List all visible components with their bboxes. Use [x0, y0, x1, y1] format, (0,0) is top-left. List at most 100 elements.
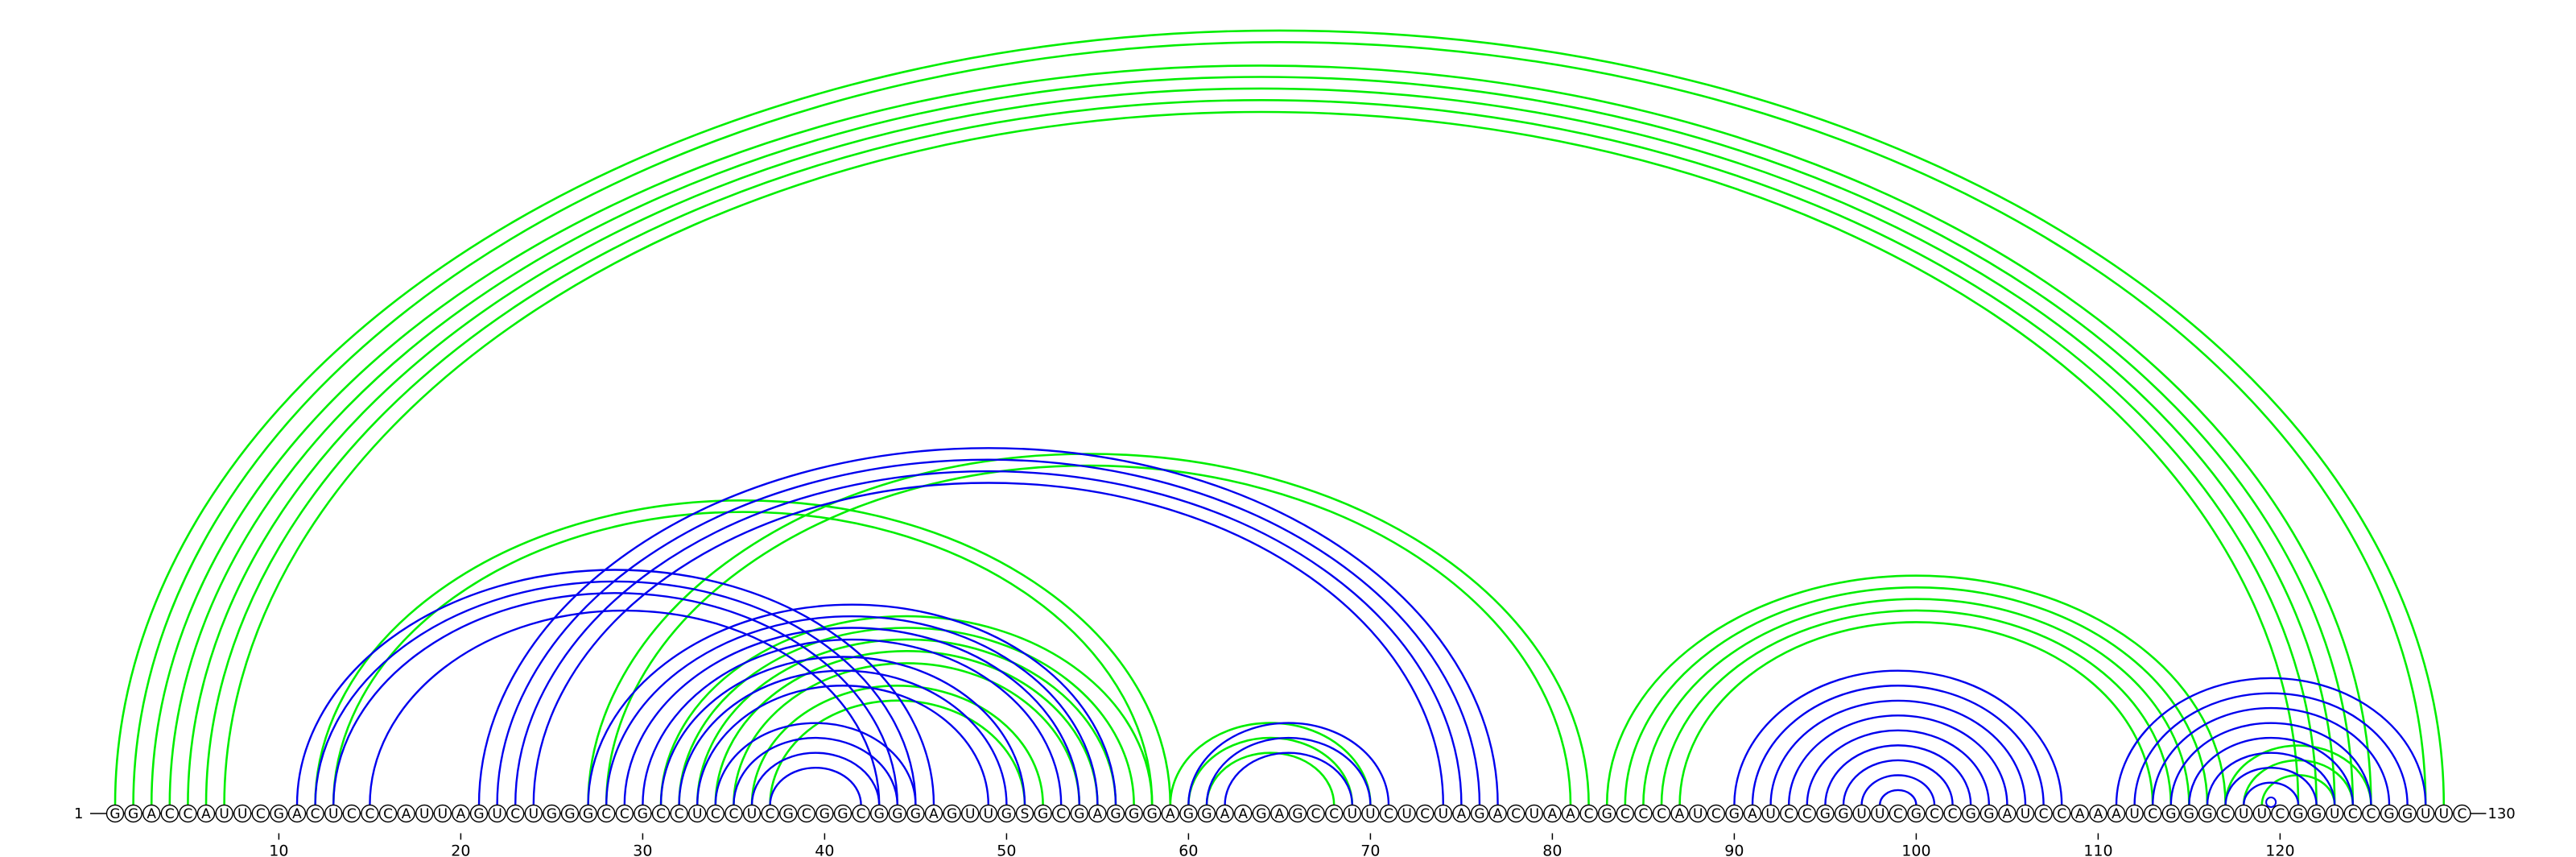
- nucleotide: C: [1925, 804, 1944, 823]
- tick-label: 40: [815, 843, 834, 857]
- base-pair-arc: [1642, 598, 2190, 805]
- svg-text:C: C: [1620, 806, 1630, 822]
- svg-text:G: G: [2202, 806, 2212, 822]
- base-pair-arc: [2224, 767, 2318, 805]
- nucleotide: G: [2398, 804, 2417, 823]
- base-pair-arc: [733, 662, 1081, 805]
- nucleotide: C: [2343, 804, 2363, 823]
- svg-text:C: C: [2366, 806, 2376, 822]
- base-pair-arc: [204, 99, 2318, 805]
- svg-text:C: C: [601, 806, 611, 822]
- nucleotide: C: [361, 804, 379, 823]
- svg-text:G: G: [638, 806, 648, 822]
- nucleotide: A: [1488, 804, 1507, 823]
- svg-text:A: A: [929, 806, 939, 822]
- nucleotide: G: [1106, 804, 1125, 823]
- svg-text:C: C: [729, 806, 738, 822]
- base-pair-arc: [696, 638, 1117, 805]
- base-pair-arc: [114, 29, 2446, 805]
- nucleotide: C: [2143, 804, 2162, 823]
- nucleotide: U: [324, 804, 343, 823]
- tick-label: 30: [633, 843, 652, 857]
- svg-text:C: C: [656, 806, 666, 822]
- svg-text:G: G: [1147, 806, 1158, 822]
- base-pair-arc: [496, 458, 1481, 805]
- nucleotide: U: [1870, 804, 1889, 823]
- base-pair-arc: [769, 767, 862, 805]
- nucleotide: A: [142, 804, 161, 823]
- start-position-label: 1: [74, 805, 83, 822]
- svg-text:U: U: [1402, 806, 1411, 822]
- nucleotide: C: [615, 804, 634, 823]
- svg-text:U: U: [1693, 806, 1703, 822]
- base-pair-arc: [332, 511, 1154, 805]
- nucleotide: G: [1725, 804, 1744, 823]
- nucleotide: G: [815, 804, 834, 823]
- svg-text:A: A: [2003, 806, 2013, 822]
- nucleotide: C: [251, 804, 270, 823]
- nucleotide: A: [287, 804, 307, 823]
- nucleotide: U: [2252, 804, 2272, 823]
- nucleotide: U: [1434, 804, 1453, 823]
- nucleotide: C: [306, 804, 324, 823]
- nucleotide: A: [1543, 804, 1562, 823]
- nucleotide: C: [1634, 804, 1653, 823]
- base-pair-arc: [369, 609, 881, 805]
- nucleotide: G: [105, 804, 125, 823]
- nucleotide: U: [2125, 804, 2144, 823]
- base-pair-loop: [2265, 797, 2277, 808]
- svg-text:G: G: [1256, 806, 1266, 822]
- nucleotide: C: [1051, 804, 1071, 823]
- base-pair-arc: [1624, 586, 2209, 805]
- nucleotide: G: [2307, 804, 2326, 823]
- svg-text:U: U: [2330, 806, 2339, 822]
- base-pair-arc: [659, 615, 1154, 805]
- nucleotide: U: [488, 804, 506, 823]
- base-pair-arc: [132, 41, 2427, 805]
- nucleotide: C: [1889, 804, 1908, 823]
- svg-text:C: C: [1420, 806, 1430, 822]
- svg-text:A: A: [1675, 806, 1685, 822]
- tick-label: 50: [997, 843, 1016, 857]
- svg-text:C: C: [2275, 806, 2285, 822]
- svg-text:C: C: [1638, 806, 1648, 822]
- nucleotide: C: [670, 804, 688, 823]
- svg-text:G: G: [837, 806, 848, 822]
- svg-text:U: U: [747, 806, 757, 822]
- nucleotide: C: [2362, 804, 2380, 823]
- nucleotide: C: [1779, 804, 1798, 823]
- base-pair-arc: [733, 736, 898, 805]
- nucleotide: U: [215, 804, 233, 823]
- base-pair-arc: [1605, 574, 2227, 805]
- svg-text:A: A: [402, 806, 411, 822]
- svg-text:C: C: [383, 806, 393, 822]
- nucleotide: G: [943, 804, 961, 823]
- base-pair-arc: [587, 603, 1117, 805]
- svg-text:G: G: [2165, 806, 2176, 822]
- svg-text:C: C: [1802, 806, 1812, 822]
- nucleotide: G: [833, 804, 852, 823]
- nucleotide: G: [1197, 804, 1216, 823]
- svg-text:C: C: [2039, 806, 2049, 822]
- svg-text:G: G: [1038, 806, 1048, 822]
- nucleotide: C: [724, 804, 743, 823]
- svg-text:U: U: [529, 806, 539, 822]
- nucleotide: A: [1561, 804, 1580, 823]
- svg-text:U: U: [1439, 806, 1448, 822]
- nucleotide: U: [1397, 804, 1416, 823]
- svg-text:A: A: [1275, 806, 1285, 822]
- nucleotide: C: [378, 804, 398, 823]
- svg-text:U: U: [237, 806, 247, 822]
- base-pair-arc: [1205, 736, 1372, 805]
- nucleotide: C: [651, 804, 671, 823]
- nucleotide: G: [1816, 804, 1835, 823]
- base-pair-arc: [2224, 744, 2372, 805]
- nucleotide: C: [1415, 804, 1435, 823]
- svg-text:A: A: [1548, 806, 1558, 822]
- svg-text:U: U: [692, 806, 702, 822]
- svg-text:U: U: [1856, 806, 1866, 822]
- svg-text:A: A: [1166, 806, 1175, 822]
- base-pair-arc: [187, 87, 2336, 805]
- svg-text:G: G: [2402, 806, 2413, 822]
